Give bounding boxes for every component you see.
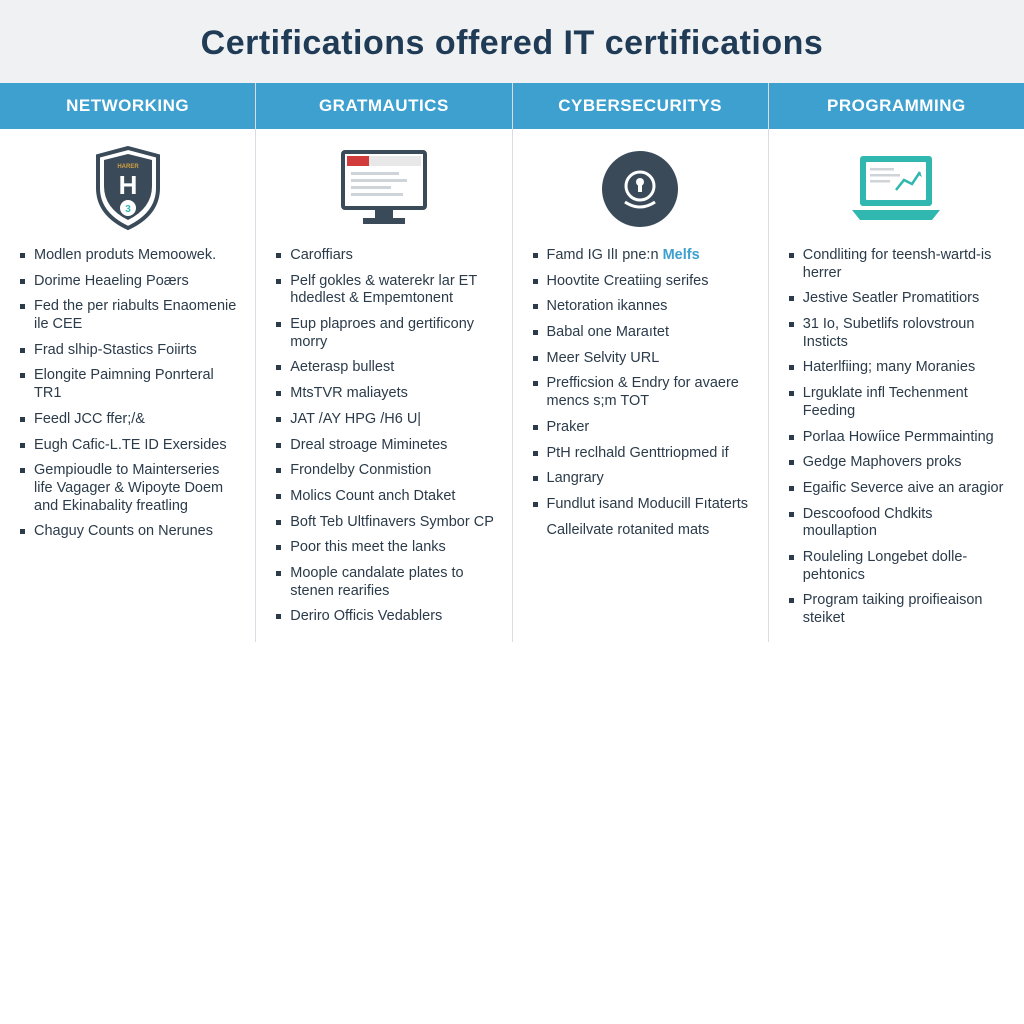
list-item: Jestive Seatler Promatitiors: [789, 286, 1008, 312]
list-item: Moople candalate plates to stenen rearif…: [276, 561, 495, 604]
list-item: Deriro Officis Vedablers: [276, 604, 495, 630]
column-item-list: CaroffiarsPelf gokles & waterekr lar ET …: [256, 239, 511, 640]
list-item: Haterlfiing; many Moranies: [789, 355, 1008, 381]
list-item: Netoration ikannes: [533, 294, 752, 320]
column-icon-wrap: [256, 129, 511, 239]
list-item: Molics Count anch Dtaket: [276, 484, 495, 510]
laptop-chart-icon: [848, 150, 944, 228]
svg-text:3: 3: [125, 204, 131, 215]
list-item: Meer Selvity URL: [533, 346, 752, 372]
list-item: Poor this meet the lanks: [276, 535, 495, 561]
shield-badge-icon: HARER H 3: [92, 146, 164, 232]
list-item: Praker: [533, 415, 752, 441]
column-header: CYBERSECURITYS: [513, 83, 768, 129]
list-item: Famd IG IlI pne:n Melfs: [533, 243, 752, 269]
list-item: Lrguklate infl Techenment Feeding: [789, 381, 1008, 424]
title-band: Certifications offered IT certifications: [0, 0, 1024, 83]
list-item: Chaguy Counts on Nerunes: [20, 519, 239, 545]
list-item: Pelf gokles & waterekr lar ET hdedlest &…: [276, 269, 495, 312]
list-item: Porlaa Howíice Permmainting: [789, 425, 1008, 451]
list-item: Boft Teb Ultfinavers Symbor CP: [276, 510, 495, 536]
list-item: Rouleling Longebet dolle-pehtonics: [789, 545, 1008, 588]
list-item: Fundlut isand Moducill Fıtaterts: [533, 492, 752, 518]
list-item: Eugh Cafic-L.TE ID Exersides: [20, 433, 239, 459]
column-header: PROGRAMMING: [769, 83, 1024, 129]
column-item-list: Modlen produts Memoowek.Dorime Heaeling …: [0, 239, 255, 555]
list-item: Gempioudle to Mainterseries life Vagager…: [20, 458, 239, 519]
column-icon-wrap: [513, 129, 768, 239]
page-title: Certifications offered IT certifications: [40, 24, 984, 63]
column-item-list: Famd IG IlI pne:n MelfsHoovtite Creatiin…: [513, 239, 768, 553]
list-item: Program taiking proifieaison steiket: [789, 588, 1008, 631]
list-item: 31 Io, Subetlifs rolovstroun Insticts: [789, 312, 1008, 355]
list-item: Langrary: [533, 466, 752, 492]
list-item: Feedl JCC ffer;/&: [20, 407, 239, 433]
list-item: Aeterasp bullest: [276, 355, 495, 381]
list-item: Frondelby Conmistion: [276, 458, 495, 484]
list-item: Descoofood Chdkits moullaption: [789, 502, 1008, 545]
list-item: Calleilvate rotanited mats: [533, 518, 752, 544]
column-icon-wrap: HARER H 3: [0, 129, 255, 239]
column-header: GRATMAUTICS: [256, 83, 511, 129]
list-item: Gedge Maphovers proks: [789, 450, 1008, 476]
list-item: Fed the per riabults Enaomenie ile CEE: [20, 294, 239, 337]
column-cybersecuritys: CYBERSECURITYS Famd IG IlI pne:n MelfsHo…: [513, 83, 769, 642]
list-item: Elongite Paimning Ponrteral TR1: [20, 363, 239, 406]
lock-circle-icon: [597, 146, 683, 232]
column-header: NETWORKING: [0, 83, 255, 129]
list-item: Prefficsion & Endry for avaere mencs s;m…: [533, 371, 752, 414]
columns-container: NETWORKING HARER H 3 Modlen produts Memo…: [0, 83, 1024, 642]
list-item: Eup plaproes and gertificony morry: [276, 312, 495, 355]
list-item: MtsTVR maliayets: [276, 381, 495, 407]
list-item: Condliting for teensh-wartd-is herrer: [789, 243, 1008, 286]
column-networking: NETWORKING HARER H 3 Modlen produts Memo…: [0, 83, 256, 642]
svg-text:H: H: [118, 170, 137, 200]
list-item: Dorime Heaeling Poærs: [20, 269, 239, 295]
column-gratmautics: GRATMAUTICS CaroffiarsPelf gokles & wate…: [256, 83, 512, 642]
column-programming: PROGRAMMING Condliting for teensh-wartd-…: [769, 83, 1024, 642]
list-item: JAT /AY HPG /H6 U|: [276, 407, 495, 433]
column-icon-wrap: [769, 129, 1024, 239]
list-item: Dreal stroage Miminetes: [276, 433, 495, 459]
monitor-icon: [337, 146, 431, 232]
list-item: Hoovtite Creatiing serifes: [533, 269, 752, 295]
list-item: Babal one Maraıtet: [533, 320, 752, 346]
column-item-list: Condliting for teensh-wartd-is herrerJes…: [769, 239, 1024, 642]
list-item: PtH reclhald Genttriopmed if: [533, 441, 752, 467]
list-item: Modlen produts Memoowek.: [20, 243, 239, 269]
list-item: Egaific Severce aive an aragior: [789, 476, 1008, 502]
list-item: Frad slhip-Stastics Foiirts: [20, 338, 239, 364]
list-item: Caroffiars: [276, 243, 495, 269]
page-root: Certifications offered IT certifications…: [0, 0, 1024, 1024]
